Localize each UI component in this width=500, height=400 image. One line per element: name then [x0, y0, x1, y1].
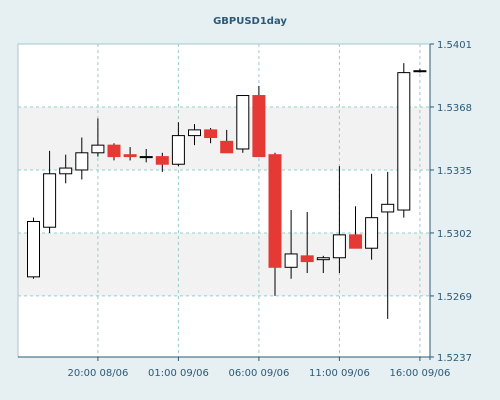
bullish-candle: [332, 166, 346, 274]
candle-body: [155, 156, 169, 165]
plot-area: [18, 44, 430, 357]
candle-body: [365, 217, 379, 249]
candle-body: [171, 135, 185, 165]
bullish-candle: [397, 63, 411, 218]
bearish-candle: [107, 143, 121, 161]
x-tick-label: 16:00 09/06: [389, 368, 450, 379]
candle-body: [316, 257, 330, 261]
candle-body: [349, 234, 362, 249]
candle-body: [413, 70, 427, 73]
bullish-candle: [284, 210, 298, 279]
candle-body: [204, 129, 218, 139]
candle-body: [236, 95, 250, 150]
candle-body: [75, 152, 89, 171]
bearish-candle: [220, 129, 234, 154]
x-tick-label: 01:00 09/06: [148, 368, 209, 379]
y-tick-label: 1.5368: [437, 103, 472, 114]
candle-body: [381, 203, 395, 213]
bearish-candle: [204, 127, 218, 144]
bullish-candle: [75, 137, 89, 180]
x-tick-label: 11:00 09/06: [309, 368, 370, 379]
bullish-candle: [413, 68, 427, 73]
x-tick-label: 20:00 08/06: [67, 368, 128, 379]
bearish-candle: [252, 85, 266, 158]
bullish-candle: [139, 148, 153, 163]
candle-body: [397, 72, 411, 211]
y-tick-label: 1.5269: [437, 292, 472, 303]
candle-body: [123, 154, 137, 158]
bullish-candle: [236, 95, 250, 153]
candle-body: [27, 220, 40, 278]
y-axis: 1.5401 1.5368 1.5335 1.5302 1.5269 1.5237: [429, 40, 472, 364]
bullish-candle: [27, 217, 40, 279]
candle-body: [220, 140, 234, 154]
candle-body: [139, 156, 153, 159]
y-tick-label: 1.5237: [437, 353, 472, 364]
candles: [27, 63, 427, 319]
bullish-candle: [43, 150, 57, 233]
chart-title: GBPUSD1day: [213, 16, 287, 27]
candle-body: [332, 234, 346, 259]
bearish-candle: [155, 152, 169, 172]
candle-body: [43, 173, 57, 228]
bullish-candle: [365, 173, 379, 260]
candle-body: [91, 144, 105, 154]
y-tick-label: 1.5335: [437, 166, 472, 177]
bearish-candle: [300, 211, 314, 274]
candle-body: [300, 255, 314, 263]
candle-body: [59, 167, 73, 175]
x-axis: 20:00 08/06 01:00 09/06 06:00 09/06 11:00 0…: [18, 356, 450, 379]
bearish-candle: [123, 147, 137, 161]
candle-body: [188, 129, 201, 137]
plot-background: [17, 43, 431, 358]
bearish-candle: [349, 206, 362, 249]
bullish-candle: [91, 118, 105, 157]
y-tick-label: 1.5401: [437, 40, 472, 51]
candle-body: [252, 95, 266, 158]
bullish-candle: [316, 255, 330, 274]
candle-body: [268, 154, 282, 268]
bullish-candle: [381, 171, 395, 319]
bearish-candle: [268, 152, 282, 296]
candle-body: [107, 144, 121, 158]
x-tick-label: 06:00 09/06: [228, 368, 289, 379]
bullish-candle: [59, 154, 73, 184]
candle-body: [284, 253, 298, 268]
bullish-candle: [171, 122, 185, 167]
bullish-candle: [188, 124, 201, 146]
y-tick-label: 1.5302: [437, 229, 472, 240]
